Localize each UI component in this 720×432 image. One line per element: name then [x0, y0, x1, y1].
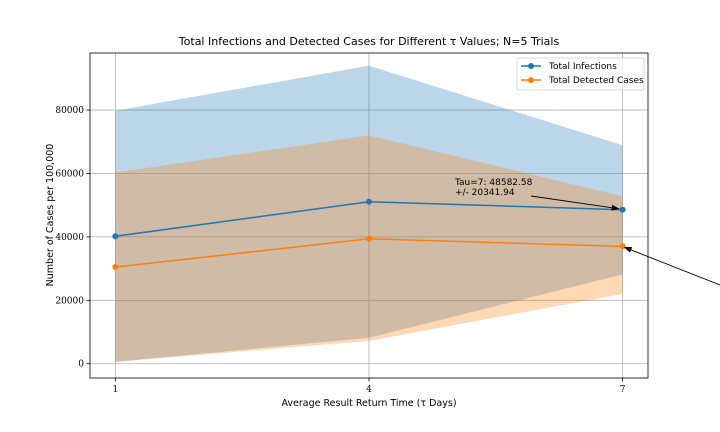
legend-marker-total-detected-cases: [528, 77, 534, 83]
legend-marker-total-infections: [528, 63, 534, 69]
annotation-value-text: Tau=7: 48582.58: [454, 178, 533, 188]
point-total-infections: [619, 206, 626, 213]
legend-box: [516, 57, 645, 91]
y-tick-label: 40000: [55, 233, 84, 243]
annotation-arrow: [623, 246, 720, 286]
band-total-infections: [115, 65, 623, 362]
x-tick-label: 1: [112, 385, 118, 395]
confidence-bands: [115, 65, 623, 362]
annotation-arrow: [530, 195, 620, 211]
x-tick-label: 7: [620, 385, 626, 395]
point-total-detected-cases: [366, 235, 372, 242]
legend-label-total-infections: Total Infections: [548, 62, 617, 72]
point-total-infections: [366, 198, 372, 205]
point-total-detected-cases: [619, 243, 626, 250]
annotation-error-text: +/- 20341.94: [455, 188, 515, 198]
y-axis-label: Number of Cases per 100,000: [45, 144, 56, 287]
y-axis-ticks: 0 20000 40000 60000 80000: [55, 106, 90, 370]
y-tick-label: 0: [78, 360, 84, 370]
band-total-detected-cases: [115, 135, 623, 362]
y-tick-label: 20000: [55, 296, 84, 306]
x-axis-ticks: 1 4 7: [112, 378, 626, 395]
y-tick-label: 60000: [55, 169, 84, 179]
point-total-detected-cases: [112, 264, 119, 271]
x-axis-label: Average Result Return Time (τ Days): [281, 398, 456, 409]
point-total-infections: [112, 233, 119, 240]
legend-label-total-detected-cases: Total Detected Cases: [548, 76, 644, 86]
legend: Total Infections Total Detected Cases: [516, 57, 645, 91]
chart-title: Total Infections and Detected Cases for …: [178, 35, 560, 48]
y-tick-label: 80000: [55, 106, 84, 116]
annotations: Tau=7: 48582.58+/- 20341.94: [454, 178, 720, 286]
x-tick-label: 4: [366, 385, 372, 395]
